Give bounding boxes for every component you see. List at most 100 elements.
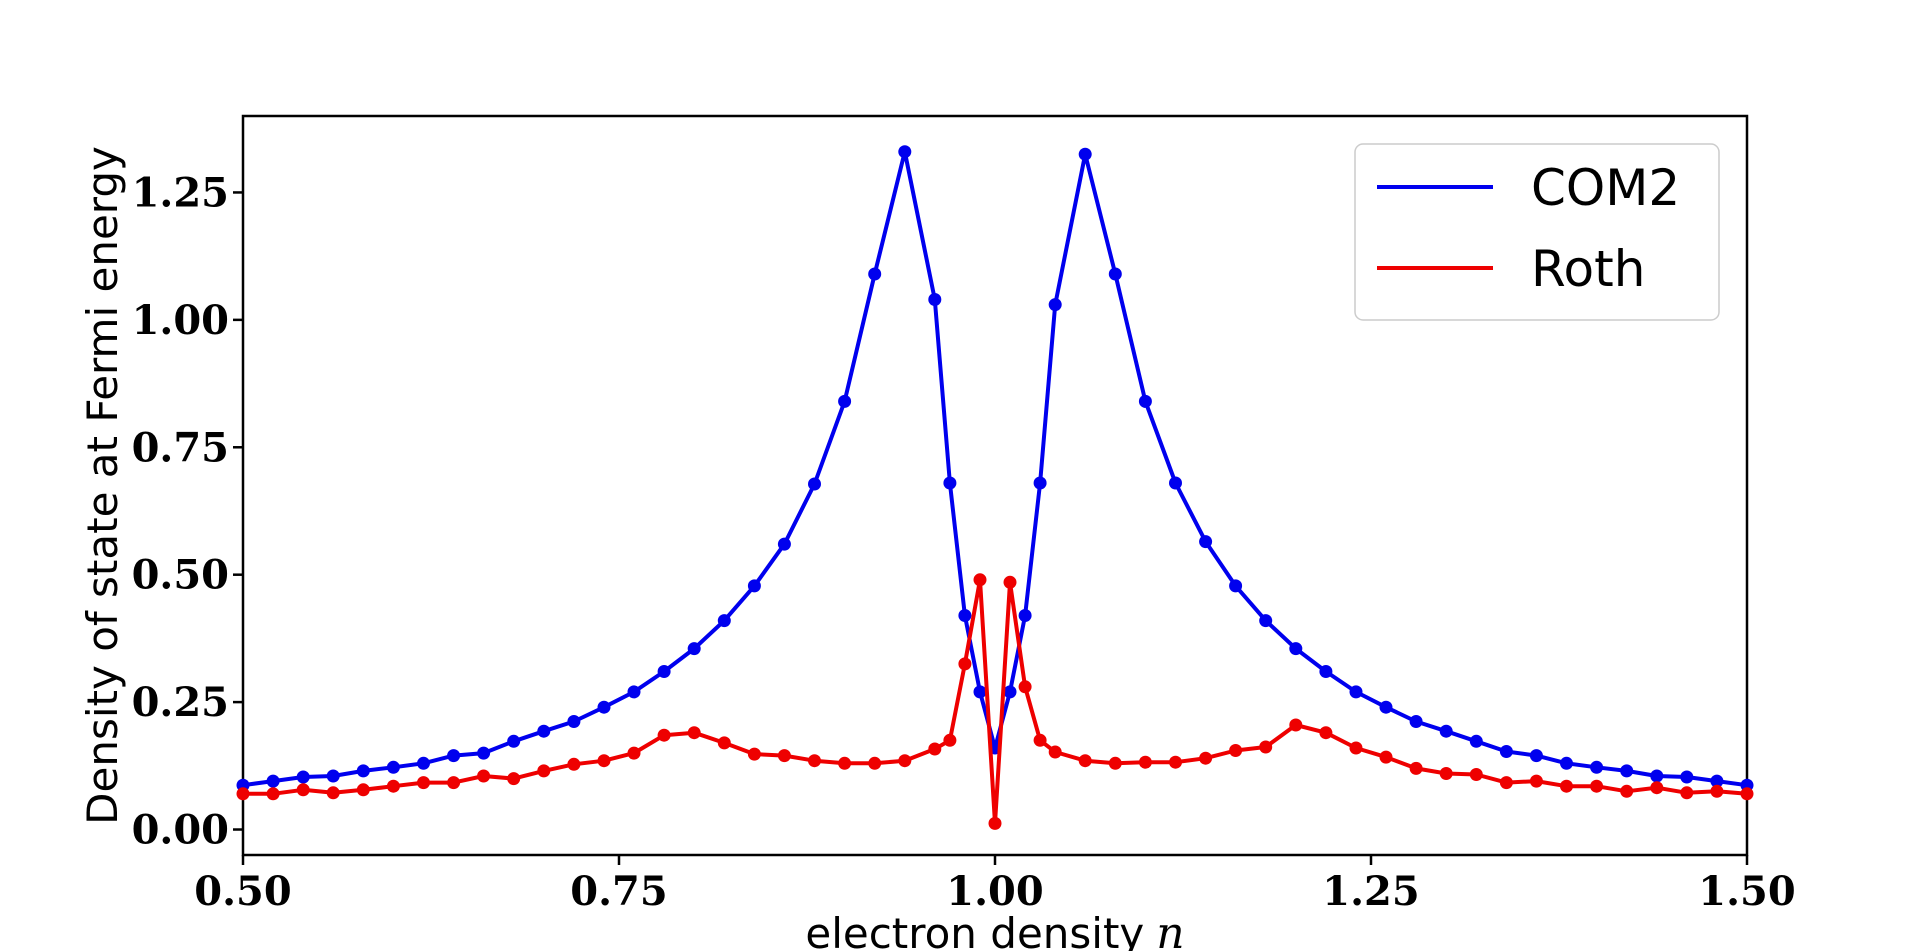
data-point-com2	[1560, 756, 1573, 770]
series-layer	[236, 145, 1754, 830]
data-point-com2	[1469, 734, 1483, 748]
data-point-com2	[1529, 749, 1543, 763]
data-point-roth	[1499, 776, 1513, 790]
data-point-roth	[266, 787, 280, 801]
y-tick-label: 0.75	[132, 424, 229, 471]
data-point-roth	[1018, 680, 1032, 694]
data-point-roth	[1108, 756, 1122, 770]
x-axis-label-variable: n	[1156, 908, 1184, 951]
data-point-roth	[1138, 755, 1152, 769]
data-point-roth	[1740, 787, 1754, 801]
data-point-com2	[1018, 609, 1032, 622]
data-point-com2	[1590, 760, 1604, 774]
data-point-com2	[1439, 724, 1453, 738]
x-tick-label: 0.75	[570, 868, 667, 915]
x-tick-label: 1.50	[1698, 868, 1795, 915]
data-point-com2	[1349, 685, 1363, 699]
data-point-com2	[1169, 476, 1182, 490]
data-point-com2	[1289, 642, 1303, 656]
data-point-roth	[537, 764, 551, 778]
series-roth	[236, 573, 1754, 830]
data-point-com2	[868, 267, 882, 281]
data-point-com2	[597, 700, 611, 714]
data-point-com2	[657, 665, 671, 678]
data-point-com2	[1319, 665, 1333, 678]
data-point-roth	[1680, 786, 1694, 800]
data-point-roth	[1033, 733, 1047, 747]
data-point-roth	[808, 754, 821, 768]
data-point-roth	[943, 733, 957, 747]
x-axis-label-text: electron density	[805, 909, 1144, 951]
ticks-layer: 0.50 0.75 1.00 1.25 1.50 0.00 0.25 0.50 0.75 1.00…	[132, 169, 1796, 915]
data-point-com2	[296, 770, 310, 784]
legend-label-com2: COM2	[1531, 159, 1680, 217]
data-point-com2	[1409, 715, 1423, 728]
y-tick-label: 0.25	[132, 679, 229, 726]
x-tick-label: 1.25	[1322, 868, 1419, 915]
data-point-roth	[236, 787, 250, 801]
x-tick-label: 1.00	[946, 868, 1043, 915]
data-point-com2	[898, 145, 912, 159]
y-tick-label: 1.00	[132, 297, 229, 344]
data-point-roth	[1078, 754, 1092, 768]
y-axis-label: Density of state at Fermi energy	[78, 146, 127, 825]
data-point-roth	[477, 769, 491, 783]
data-point-roth	[1590, 779, 1604, 793]
data-point-roth	[1199, 751, 1213, 765]
data-point-roth	[326, 786, 340, 800]
data-point-com2	[1259, 614, 1273, 628]
data-point-com2	[266, 774, 280, 788]
data-point-roth	[868, 756, 882, 770]
y-tick-label: 1.25	[132, 169, 229, 216]
data-point-roth	[1259, 740, 1273, 754]
data-point-roth	[1169, 755, 1182, 769]
data-point-roth	[747, 747, 761, 761]
data-point-com2	[537, 724, 551, 738]
data-point-com2	[777, 537, 791, 551]
data-point-roth	[717, 736, 731, 750]
data-point-roth	[597, 754, 611, 768]
data-point-com2	[627, 685, 641, 699]
data-point-com2	[1680, 770, 1694, 784]
y-tick-label: 0.00	[132, 807, 229, 854]
data-point-roth	[627, 746, 641, 760]
data-point-com2	[1078, 147, 1092, 161]
data-point-roth	[1529, 774, 1543, 788]
data-point-com2	[567, 715, 581, 728]
data-point-roth	[447, 776, 461, 790]
data-point-roth	[417, 776, 430, 790]
data-point-roth	[838, 756, 852, 770]
data-point-roth	[1620, 784, 1634, 798]
data-point-com2	[808, 477, 821, 491]
data-point-roth	[1349, 741, 1363, 755]
data-point-roth	[507, 772, 521, 786]
legend-label-roth: Roth	[1531, 240, 1645, 298]
data-point-com2	[1048, 298, 1062, 312]
series-line-roth	[243, 577, 1748, 826]
data-point-roth	[356, 783, 370, 797]
data-point-roth	[928, 742, 942, 756]
data-point-com2	[447, 749, 461, 763]
legend: COM2 Roth	[1354, 143, 1720, 321]
data-point-roth	[898, 754, 912, 768]
data-point-roth	[1710, 784, 1724, 798]
data-point-roth	[1650, 781, 1664, 795]
data-point-roth	[958, 657, 972, 671]
data-point-roth	[657, 728, 671, 742]
data-point-roth	[296, 783, 310, 797]
data-point-roth	[386, 779, 400, 793]
data-point-roth	[973, 573, 987, 587]
data-point-roth	[777, 749, 791, 763]
data-point-roth	[1229, 744, 1243, 757]
data-point-com2	[1138, 394, 1152, 408]
data-point-com2	[1710, 774, 1724, 788]
data-point-com2	[356, 764, 370, 778]
data-point-roth	[1003, 575, 1017, 589]
data-point-com2	[1379, 700, 1393, 714]
data-point-com2	[1199, 535, 1213, 549]
data-point-com2	[717, 614, 731, 628]
data-point-roth	[1469, 768, 1483, 781]
data-point-roth	[1319, 726, 1333, 740]
data-point-com2	[1003, 685, 1017, 699]
